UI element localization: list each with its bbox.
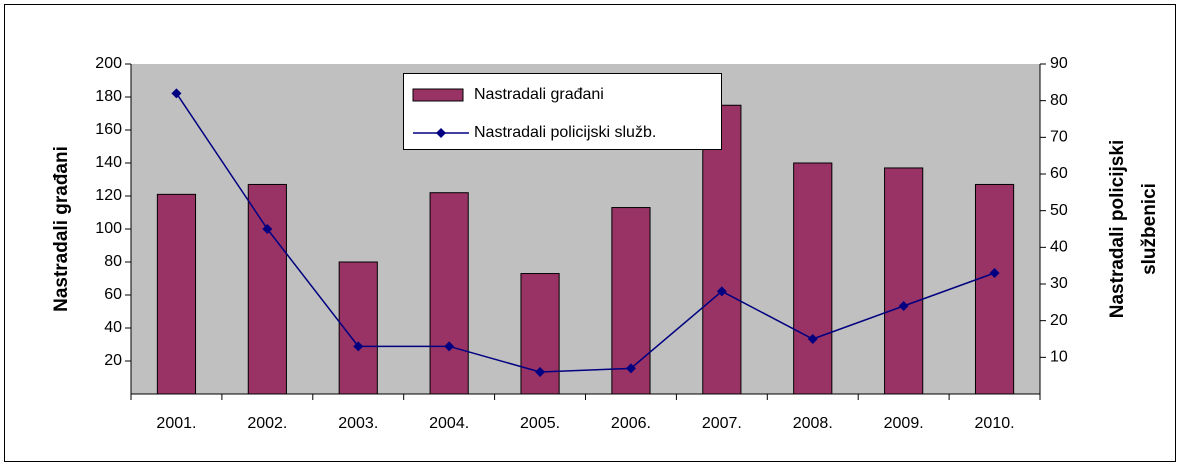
bar — [974, 183, 1015, 395]
marker — [898, 301, 909, 311]
x-tick-label: 2006. — [611, 415, 651, 432]
x-tick-label: 2005. — [520, 415, 560, 432]
y-tick-label: 20 — [104, 352, 122, 369]
marker — [807, 334, 818, 344]
y2-axis-title: Nastradali policijski — [1107, 140, 1128, 318]
bar — [702, 104, 742, 395]
y2-tick-label: 70 — [1050, 129, 1068, 146]
legend-swatch — [412, 88, 464, 102]
bar — [611, 207, 651, 395]
y2-tick-label: 80 — [1050, 92, 1068, 109]
y-tick-label: 120 — [95, 187, 122, 204]
y-axis-title: Nastradali građani — [51, 146, 72, 312]
y-tick-label: 40 — [104, 319, 122, 336]
legend-marker — [436, 128, 446, 138]
y2-tick-label: 40 — [1050, 239, 1068, 256]
y2-tick-label: 60 — [1050, 165, 1068, 182]
y-tick-label: 60 — [104, 286, 122, 303]
x-tick-label: 2001. — [156, 415, 196, 432]
y-tick-label: 160 — [95, 121, 122, 138]
x-tick-label: 2007. — [702, 415, 742, 432]
y-tick-label: 80 — [104, 253, 122, 270]
bar — [793, 162, 833, 395]
y-tick-label: 200 — [95, 55, 122, 72]
bar — [156, 193, 197, 395]
x-tick-label: 2008. — [793, 415, 833, 432]
legend-label: Nastradali policijski služb. — [474, 124, 656, 141]
legend-box — [403, 73, 722, 150]
x-tick-label: 2002. — [247, 415, 287, 432]
y-tick-label: 180 — [95, 88, 122, 105]
marker — [716, 286, 727, 297]
bar — [429, 192, 469, 395]
x-tick-label: 2009. — [884, 415, 924, 432]
y2-axis-title: službenici — [1139, 183, 1160, 275]
bar — [338, 261, 378, 395]
y2-tick-label: 90 — [1050, 55, 1068, 72]
y2-tick-label: 20 — [1050, 312, 1068, 329]
bar — [884, 167, 924, 395]
bar — [247, 183, 287, 395]
x-tick-label: 2010. — [975, 415, 1015, 432]
x-tick-label: 2003. — [338, 415, 378, 432]
marker — [625, 363, 636, 374]
y2-tick-label: 30 — [1050, 275, 1068, 292]
marker — [444, 341, 455, 352]
y-tick-label: 140 — [95, 154, 122, 171]
y-tick-label: 100 — [95, 220, 122, 237]
marker — [262, 224, 273, 234]
marker — [353, 341, 364, 352]
marker — [171, 88, 182, 99]
legend-label: Nastradali građani — [474, 86, 604, 103]
line — [175, 92, 995, 373]
y2-tick-label: 10 — [1050, 349, 1068, 366]
y2-tick-label: 50 — [1050, 202, 1068, 219]
x-tick-label: 2004. — [429, 415, 469, 432]
marker — [989, 268, 1000, 278]
marker — [535, 367, 546, 377]
